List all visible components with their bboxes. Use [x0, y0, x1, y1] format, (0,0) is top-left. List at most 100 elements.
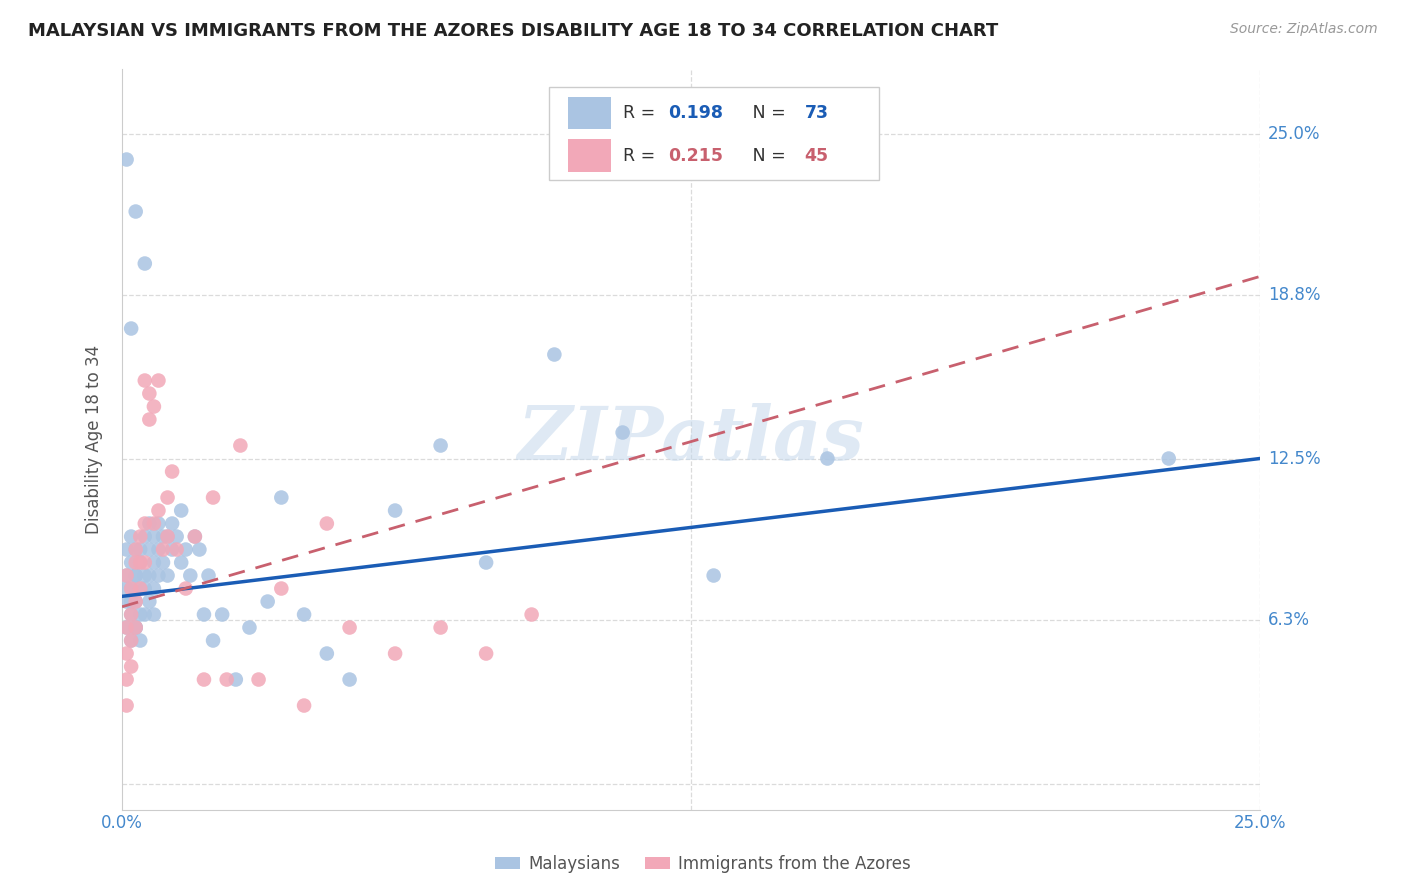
Point: [703, 568, 725, 582]
Point: [184, 529, 207, 543]
Point: [142, 556, 165, 570]
Point: [170, 556, 193, 570]
Bar: [568, 139, 612, 172]
Point: [125, 594, 148, 608]
Point: [125, 568, 148, 582]
Point: [148, 374, 170, 388]
Point: [138, 412, 160, 426]
Point: [129, 556, 152, 570]
Y-axis label: Disability Age 18 to 34: Disability Age 18 to 34: [86, 344, 103, 533]
Point: [138, 386, 160, 401]
Point: [612, 425, 634, 440]
Text: ZIPatlas: ZIPatlas: [517, 403, 865, 475]
Point: [475, 556, 498, 570]
Point: [152, 542, 174, 557]
Point: [156, 491, 179, 505]
Text: R =: R =: [623, 146, 661, 165]
Point: [152, 556, 174, 570]
Point: [129, 556, 152, 570]
Point: [129, 582, 152, 596]
Point: [138, 542, 160, 557]
Point: [202, 491, 225, 505]
Point: [129, 582, 152, 596]
Point: [125, 204, 148, 219]
Point: [138, 568, 160, 582]
Text: 45: 45: [804, 146, 828, 165]
Point: [142, 516, 165, 531]
Text: N =: N =: [737, 104, 792, 122]
Point: [520, 607, 543, 622]
Point: [120, 582, 142, 596]
Text: 0.198: 0.198: [668, 104, 723, 122]
Point: [125, 542, 148, 557]
Text: 73: 73: [804, 104, 828, 122]
Point: [115, 153, 138, 167]
Point: [315, 516, 337, 531]
Point: [475, 647, 498, 661]
Point: [125, 594, 148, 608]
Point: [125, 568, 148, 582]
Point: [120, 659, 142, 673]
Point: [202, 633, 225, 648]
Point: [115, 647, 138, 661]
Point: [120, 633, 142, 648]
Point: [174, 582, 197, 596]
Point: [120, 582, 142, 596]
Point: [315, 647, 337, 661]
Point: [120, 594, 142, 608]
Point: [138, 516, 160, 531]
Point: [148, 516, 170, 531]
Point: [134, 529, 156, 543]
Point: [292, 607, 315, 622]
Point: [1157, 451, 1180, 466]
Point: [125, 621, 148, 635]
Point: [270, 582, 292, 596]
Point: [120, 607, 142, 622]
Point: [148, 568, 170, 582]
Point: [148, 542, 170, 557]
Point: [134, 256, 156, 270]
Text: Source: ZipAtlas.com: Source: ZipAtlas.com: [1230, 22, 1378, 37]
Point: [134, 516, 156, 531]
Point: [125, 621, 148, 635]
Point: [115, 621, 138, 635]
Legend: Malaysians, Immigrants from the Azores: Malaysians, Immigrants from the Azores: [488, 848, 918, 880]
Point: [152, 529, 174, 543]
Point: [129, 529, 152, 543]
Point: [115, 698, 138, 713]
Point: [115, 673, 138, 687]
Text: N =: N =: [737, 146, 792, 165]
Point: [134, 582, 156, 596]
Point: [125, 556, 148, 570]
Bar: [568, 96, 612, 129]
Point: [142, 582, 165, 596]
FancyBboxPatch shape: [548, 87, 879, 179]
Point: [129, 633, 152, 648]
Point: [339, 673, 361, 687]
Point: [292, 698, 315, 713]
Point: [120, 607, 142, 622]
Point: [193, 607, 215, 622]
Point: [815, 451, 838, 466]
Point: [429, 438, 451, 452]
Point: [115, 542, 138, 557]
Text: 12.5%: 12.5%: [1268, 450, 1320, 467]
Point: [429, 621, 451, 635]
Point: [543, 347, 565, 361]
Point: [184, 529, 207, 543]
Point: [142, 607, 165, 622]
Point: [120, 321, 142, 335]
Point: [384, 503, 406, 517]
Text: 25.0%: 25.0%: [1268, 125, 1320, 143]
Point: [197, 568, 219, 582]
Point: [115, 594, 138, 608]
Point: [115, 568, 138, 582]
Point: [166, 529, 188, 543]
Point: [225, 673, 247, 687]
Text: MALAYSIAN VS IMMIGRANTS FROM THE AZORES DISABILITY AGE 18 TO 34 CORRELATION CHAR: MALAYSIAN VS IMMIGRANTS FROM THE AZORES …: [28, 22, 998, 40]
Point: [120, 556, 142, 570]
Point: [170, 503, 193, 517]
Point: [129, 542, 152, 557]
Point: [160, 465, 183, 479]
Point: [138, 594, 160, 608]
